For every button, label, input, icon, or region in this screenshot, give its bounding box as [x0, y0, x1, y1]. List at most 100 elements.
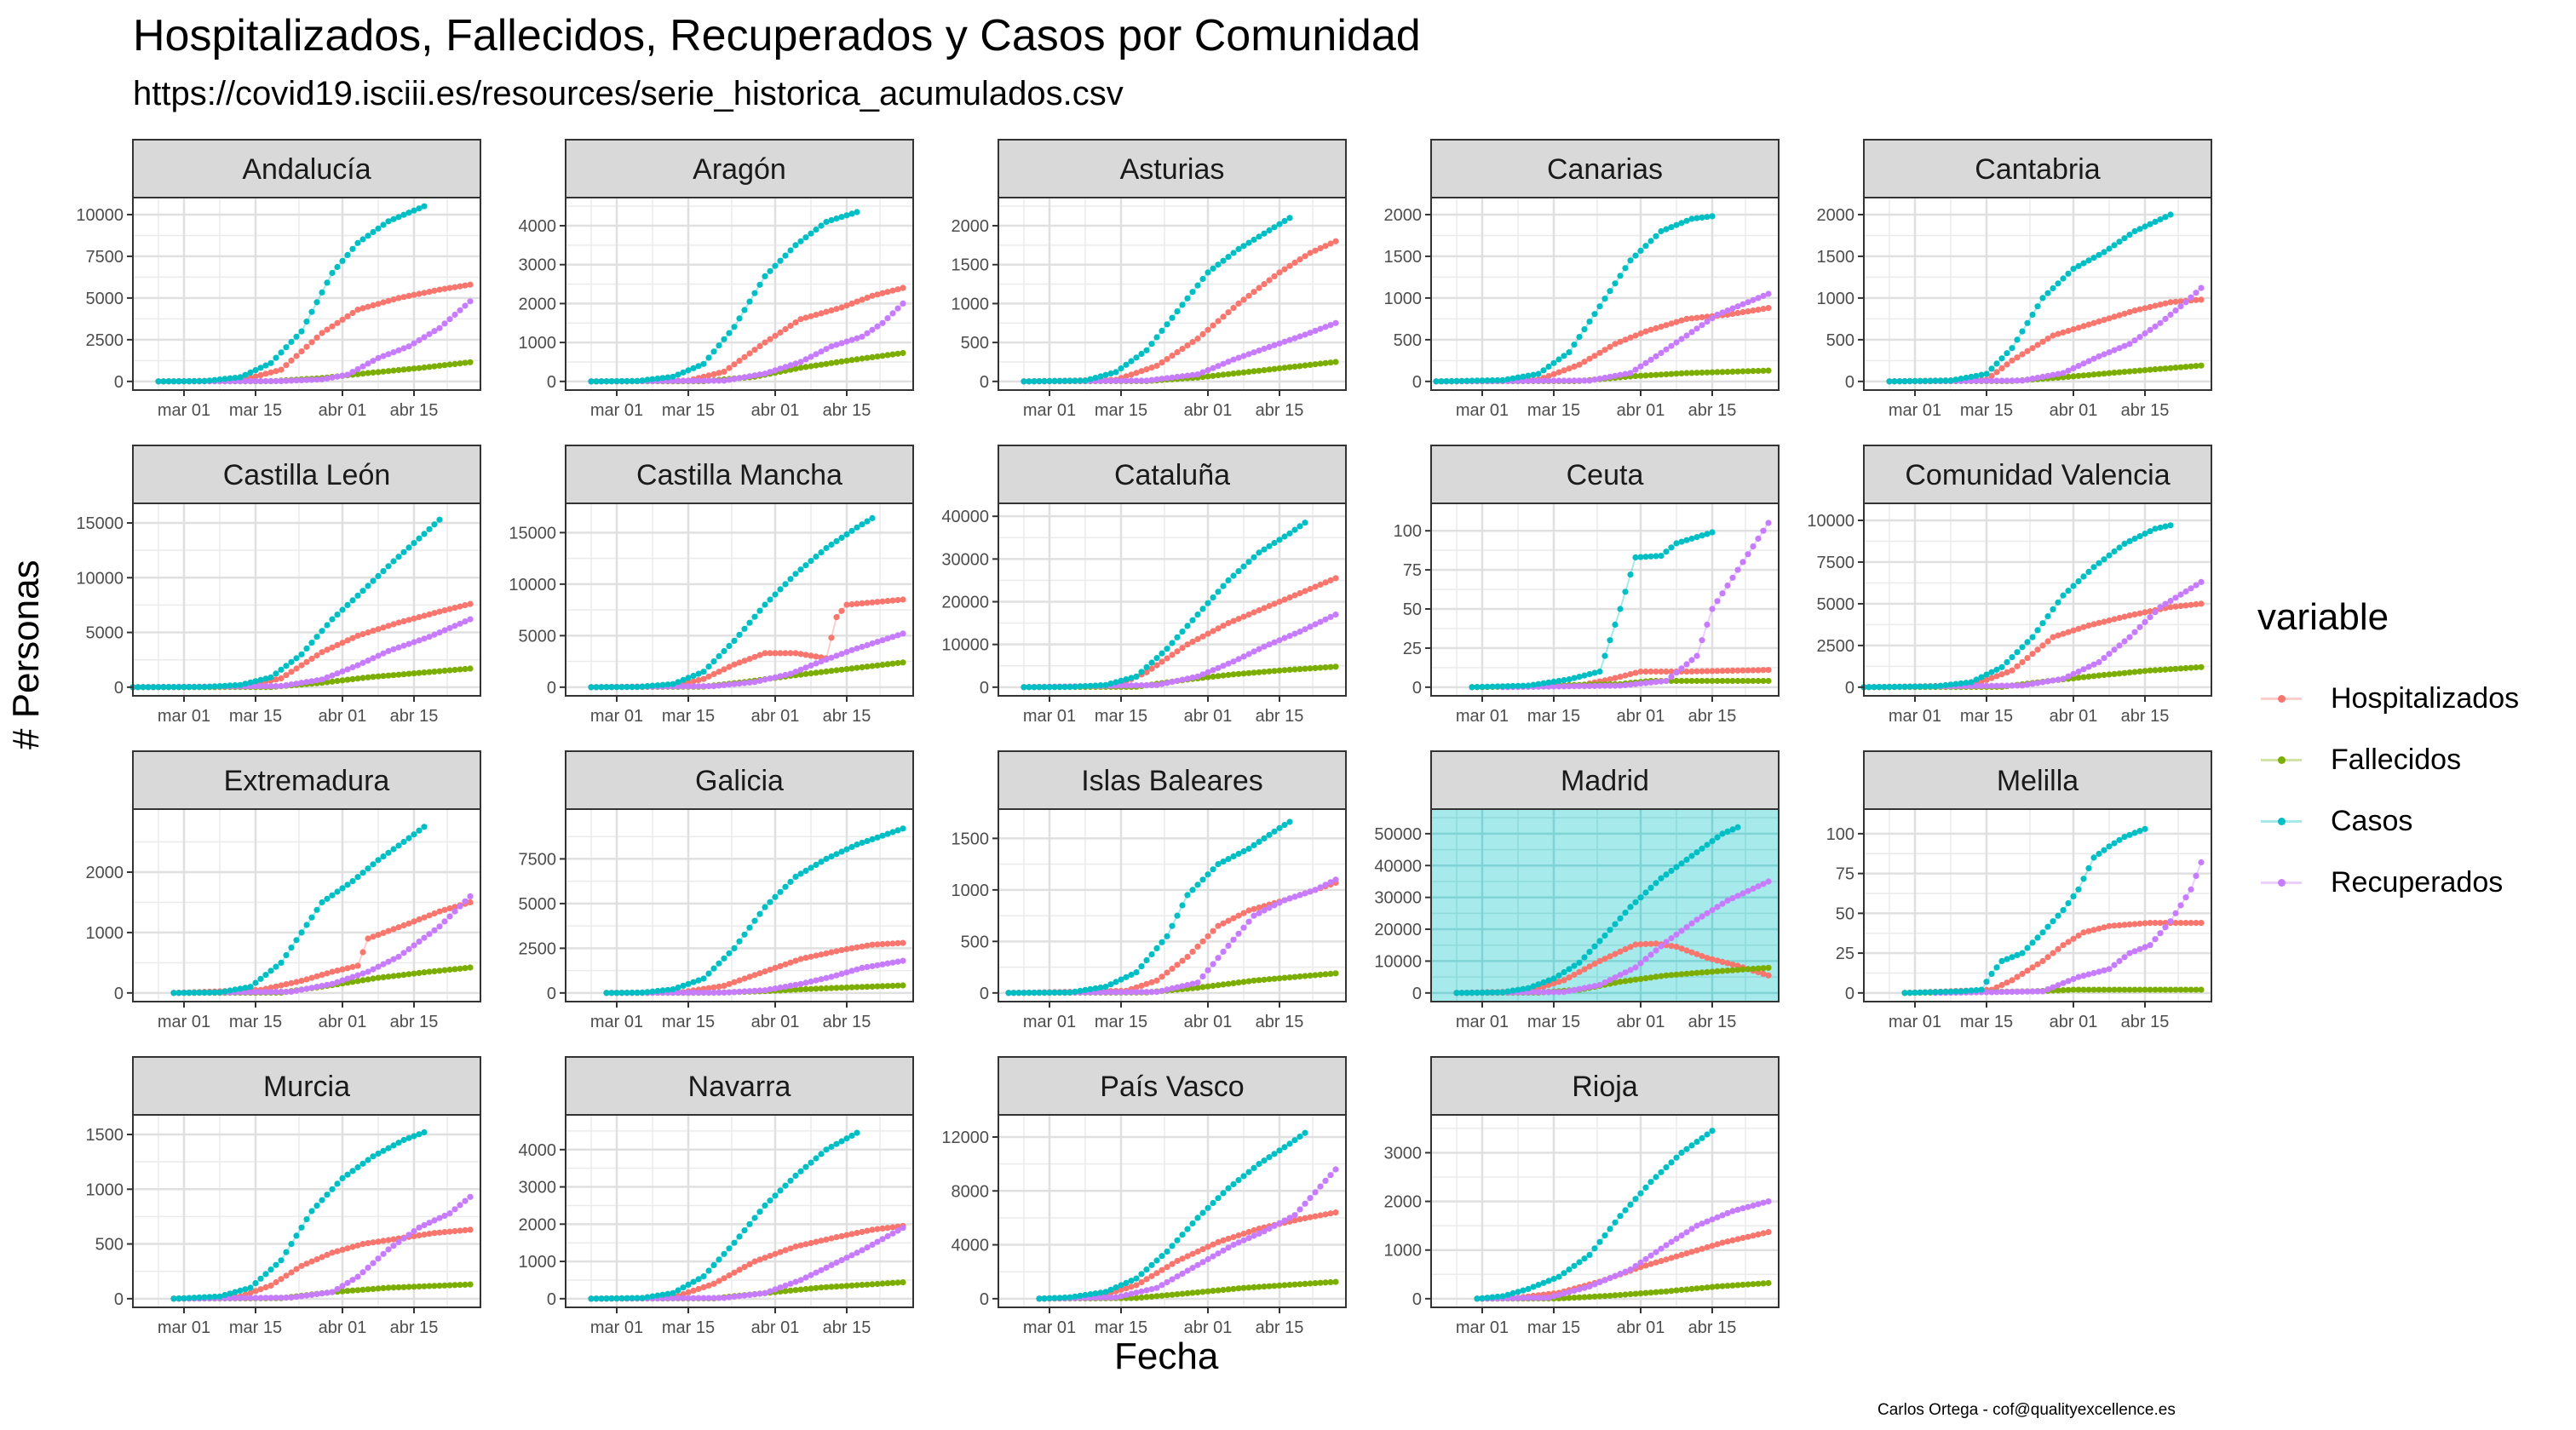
- data-point: [746, 373, 753, 380]
- data-point: [1750, 677, 1757, 685]
- data-point: [874, 291, 881, 298]
- data-point: [2055, 912, 2061, 919]
- data-point: [1256, 549, 1262, 556]
- data-point: [2096, 850, 2102, 858]
- data-point: [736, 1293, 743, 1300]
- data-point: [181, 378, 187, 385]
- data-point: [1215, 922, 1222, 929]
- data-point: [1683, 856, 1690, 864]
- data-point: [869, 836, 876, 843]
- data-point: [879, 940, 886, 948]
- data-point: [1266, 343, 1273, 350]
- data-point: [813, 653, 819, 660]
- data-point: [462, 898, 469, 905]
- data-point: [608, 1295, 615, 1302]
- data-point: [1765, 667, 1772, 674]
- data-point: [700, 975, 707, 982]
- data-point: [1535, 989, 1542, 996]
- data-point: [2034, 303, 2041, 310]
- data-point: [1251, 841, 1257, 849]
- data-point: [1663, 677, 1670, 685]
- data-point: [191, 377, 198, 385]
- data-point: [441, 1282, 448, 1289]
- data-point: [1719, 369, 1726, 376]
- data-point: [303, 1292, 310, 1299]
- data-point: [2126, 341, 2133, 347]
- data-point: [859, 1247, 865, 1254]
- data-point: [772, 367, 779, 374]
- data-point: [359, 949, 366, 956]
- data-point: [1291, 592, 1298, 599]
- data-point: [313, 1256, 320, 1263]
- data-point: [1504, 988, 1511, 995]
- data-point: [2126, 986, 2133, 993]
- data-point: [411, 1232, 417, 1239]
- y-tick-label: 1500: [1384, 248, 1423, 267]
- data-point: [1256, 367, 1262, 374]
- data-point: [2019, 328, 2026, 335]
- data-point: [1256, 606, 1262, 614]
- data-point: [237, 1295, 244, 1301]
- data-point: [1647, 238, 1654, 244]
- data-point: [787, 1177, 794, 1184]
- data-point: [848, 665, 855, 672]
- y-tick-label: 7500: [86, 248, 124, 267]
- data-point: [869, 663, 876, 669]
- data-point: [685, 367, 692, 374]
- data-point: [894, 982, 901, 989]
- data-point: [1251, 977, 1257, 984]
- data-point: [2004, 669, 2010, 676]
- data-point: [1153, 681, 1160, 688]
- data-point: [823, 950, 830, 956]
- data-point: [298, 929, 305, 936]
- data-point: [792, 981, 799, 988]
- data-point: [736, 358, 743, 365]
- data-point: [1891, 683, 1898, 691]
- data-point: [2198, 859, 2205, 866]
- data-point: [2085, 864, 2092, 872]
- data-point: [833, 342, 840, 348]
- data-point: [2167, 918, 2174, 925]
- data-point: [411, 540, 417, 547]
- x-tick-label: abr 01: [2050, 401, 2098, 420]
- data-point: [629, 377, 635, 384]
- data-point: [2157, 216, 2164, 223]
- data-point: [1699, 845, 1705, 852]
- data-point: [2152, 609, 2159, 616]
- data-point: [1622, 910, 1629, 916]
- data-point: [1647, 553, 1654, 560]
- data-point: [395, 1284, 402, 1291]
- facet-strip: [1863, 139, 2212, 198]
- data-point: [1709, 668, 1716, 675]
- data-point: [1189, 674, 1196, 681]
- data-point: [705, 1295, 712, 1301]
- data-point: [1932, 377, 1939, 384]
- data-point: [426, 525, 433, 532]
- data-point: [1133, 354, 1140, 361]
- data-point: [1876, 684, 1883, 691]
- data-point: [1545, 977, 1552, 984]
- data-point: [613, 990, 620, 996]
- data-point: [319, 676, 325, 683]
- data-point: [1286, 262, 1293, 269]
- data-point: [1998, 989, 2005, 996]
- data-point: [1210, 927, 1216, 934]
- data-point: [1581, 377, 1588, 384]
- data-point: [1693, 314, 1700, 321]
- data-point: [726, 642, 733, 650]
- data-point: [1586, 355, 1593, 362]
- data-point: [308, 1258, 315, 1265]
- data-point: [726, 376, 733, 383]
- data-point: [705, 377, 712, 384]
- data-point: [1750, 307, 1757, 314]
- data-point: [859, 521, 865, 528]
- data-point: [344, 637, 351, 644]
- data-point: [1327, 322, 1334, 329]
- data-point: [308, 1208, 315, 1215]
- data-point: [446, 1228, 453, 1235]
- data-point: [2060, 942, 2067, 949]
- data-point: [1281, 266, 1288, 273]
- data-point: [1760, 965, 1767, 972]
- data-point: [334, 641, 341, 649]
